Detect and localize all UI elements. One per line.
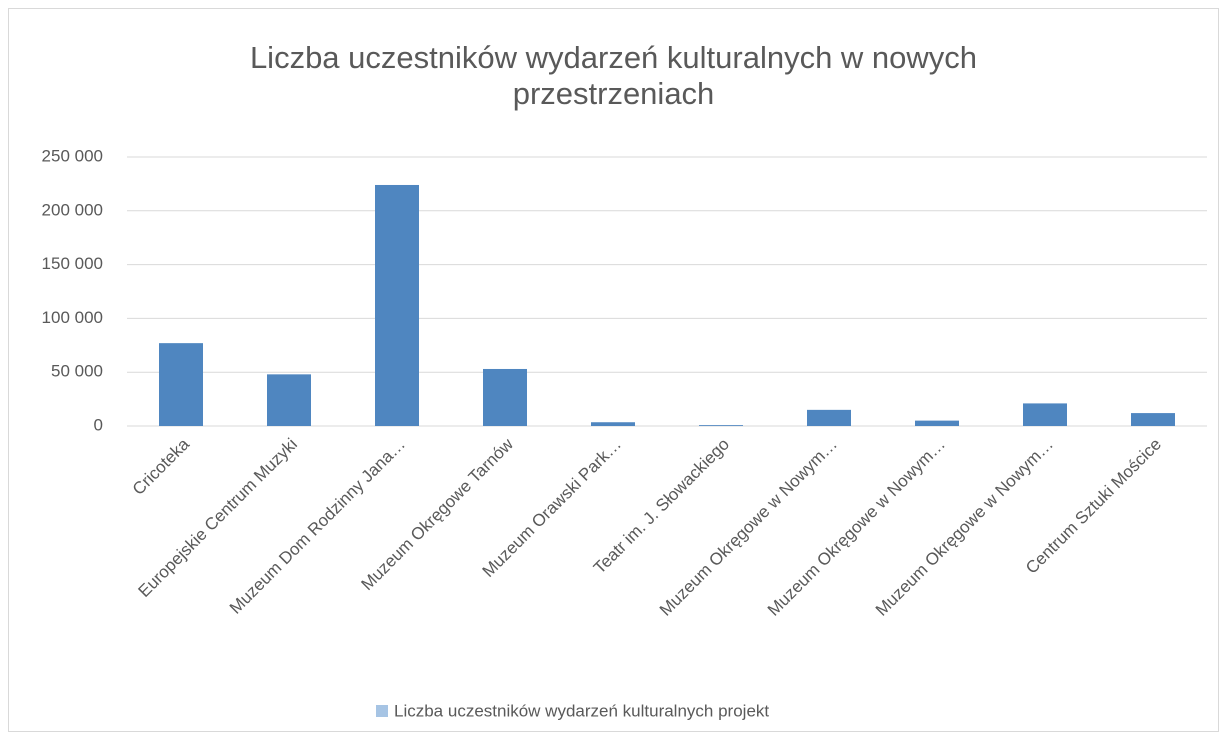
bar: [375, 184, 419, 426]
chart-title: Liczba uczestników wydarzeń kulturalnych…: [249, 40, 978, 111]
y-tick-label: 150 000: [42, 254, 103, 273]
y-tick-label: 200 000: [42, 200, 103, 219]
bar: [267, 374, 311, 426]
y-tick-label: 50 000: [51, 362, 103, 381]
y-tick-label: 250 000: [42, 146, 103, 165]
bar: [699, 425, 743, 426]
chart-border: [8, 8, 1219, 732]
legend-swatch: [376, 705, 388, 717]
bar: [591, 422, 635, 426]
bar: [1131, 413, 1175, 426]
title-box: Liczba uczestników wydarzeń kulturalnych…: [0, 40, 1227, 112]
y-tick-label: 0: [94, 415, 103, 434]
bar: [807, 409, 851, 426]
bar: [915, 420, 959, 426]
bar: [159, 343, 203, 426]
bar: [1023, 403, 1067, 426]
legend-label: Liczba uczestników wydarzeń kulturalnych…: [394, 701, 769, 720]
bar: [483, 368, 527, 426]
y-tick-label: 100 000: [42, 308, 103, 327]
